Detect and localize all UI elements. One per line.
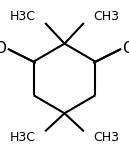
Text: CH3: CH3	[93, 10, 119, 23]
Text: H3C: H3C	[10, 131, 36, 144]
Text: O: O	[0, 41, 6, 56]
Text: H3C: H3C	[10, 10, 36, 23]
Text: CH3: CH3	[93, 131, 119, 144]
Text: O: O	[123, 41, 129, 56]
